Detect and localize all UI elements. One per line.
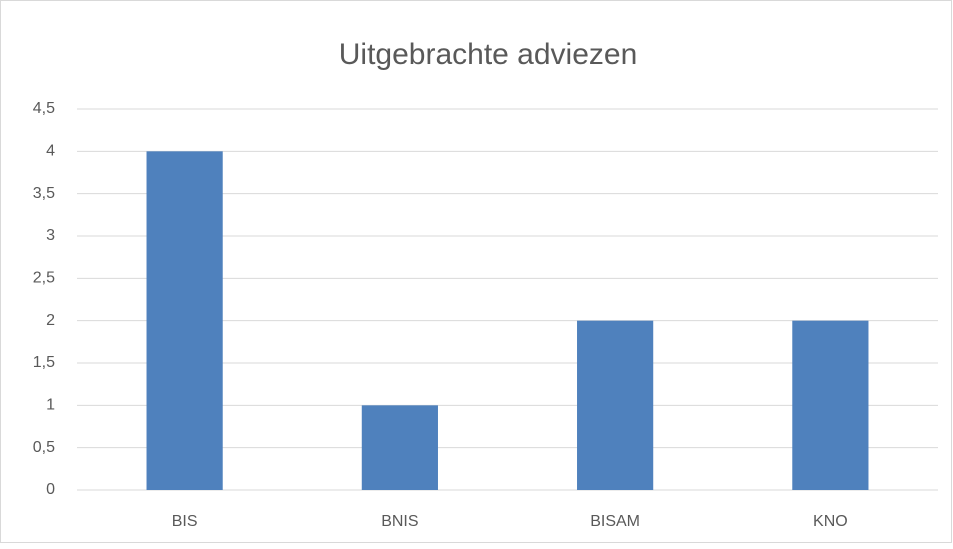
bar [146, 151, 223, 491]
y-tick-label: 1,5 [33, 354, 55, 371]
y-tick-label: 2,5 [33, 270, 55, 287]
x-tick-label: KNO [813, 513, 848, 530]
bar [577, 320, 654, 490]
x-tick-label: BNIS [381, 513, 418, 530]
y-tick-label: 0,5 [33, 439, 55, 456]
x-tick-label: BIS [172, 513, 198, 530]
y-tick-label: 1 [46, 397, 55, 414]
y-tick-label: 4,5 [33, 100, 55, 117]
y-tick-label: 2 [46, 312, 55, 329]
y-tick-label: 3 [46, 227, 55, 244]
y-tick-label: 0 [46, 481, 55, 498]
x-tick-label: BISAM [590, 513, 640, 530]
bar [792, 320, 869, 490]
y-tick-label: 3,5 [33, 185, 55, 202]
y-tick-label: 4 [46, 143, 55, 160]
bar [361, 405, 438, 490]
chart-title: Uitgebrachte adviezen [339, 38, 638, 71]
